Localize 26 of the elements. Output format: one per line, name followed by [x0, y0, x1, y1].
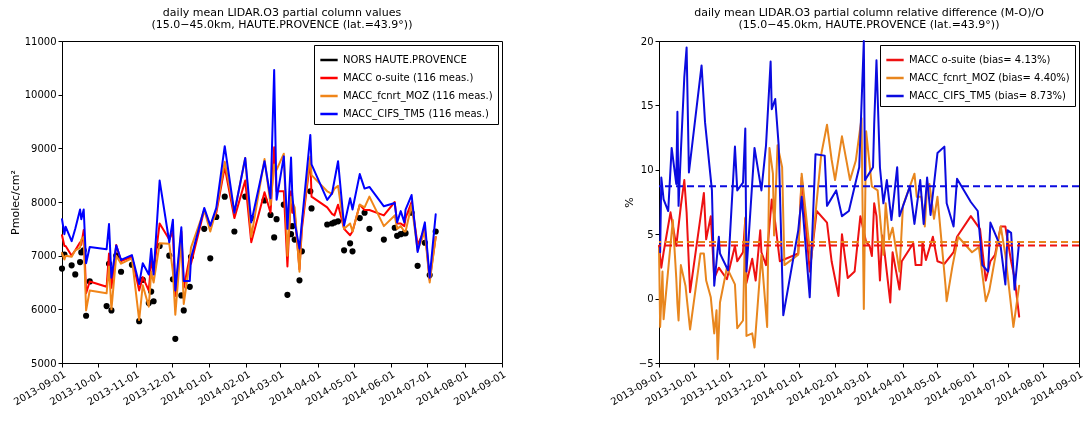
y-tick-label: 0 — [647, 293, 654, 305]
legend-label: MACC_CIFS_TM5 (116 meas.) — [343, 108, 489, 120]
legend-label: MACC_fcnrt_MOZ (116 meas.) — [343, 90, 493, 102]
legend-label: MACC_CIFS_TM5 (bias= 8.73%) — [909, 90, 1067, 102]
y-tick-label: 10000 — [24, 89, 57, 101]
y-axis-title: Pmolec/cm² — [8, 170, 22, 235]
legend-label: NORS HAUTE.PROVENCE — [343, 54, 467, 65]
legend-label: MACC o-suite (116 meas.) — [343, 72, 474, 83]
y-tick-label: 10 — [640, 164, 654, 176]
legend-label: MACC_fcnrt_MOZ (bias= 4.40%) — [909, 72, 1070, 84]
chart-subtitle: (15.0−45.0km, HAUTE.PROVENCE (lat.=43.9°)) — [151, 18, 413, 31]
y-tick-label: 9000 — [31, 142, 57, 154]
chart-subtitle: (15.0−45.0km, HAUTE.PROVENCE (lat.=43.9°)) — [738, 18, 1000, 31]
y-tick-label: 15 — [640, 99, 654, 111]
y-tick-label: 7000 — [31, 250, 57, 262]
y-tick-label: 6000 — [31, 303, 57, 315]
y-tick-label: −5 — [638, 357, 654, 369]
y-tick-label: 11000 — [24, 35, 57, 47]
y-axis-title: % — [622, 197, 636, 208]
y-tick-label: 5000 — [31, 357, 57, 369]
legend-label: MACC o-suite (bias= 4.13%) — [909, 54, 1051, 65]
chart-title: daily mean LIDAR.O3 partial column relative difference (M-O)/O — [694, 6, 1045, 19]
y-tick-label: 20 — [640, 35, 654, 47]
chart-title: daily mean LIDAR.O3 partial column values — [162, 6, 402, 19]
y-tick-label: 5 — [647, 228, 654, 240]
y-tick-label: 8000 — [31, 196, 57, 208]
